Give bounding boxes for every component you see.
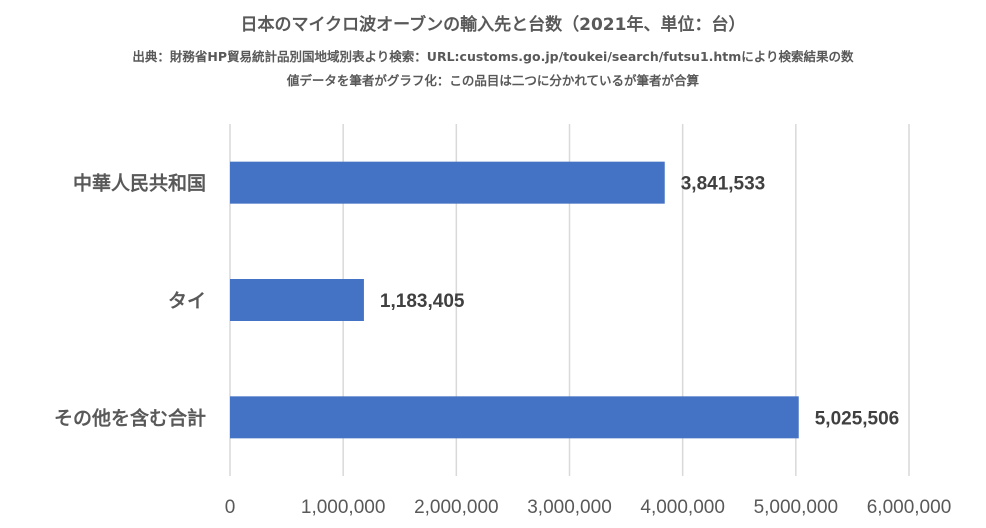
x-tick-label: 0 [225,497,236,518]
data-label: 1,183,405 [380,291,465,312]
bar [230,161,665,204]
data-label: 3,841,533 [681,174,766,195]
chart-subtitle-line1: 出典：財務省HP貿易統計品別国地域別表より検索：URL:customs.go.j… [132,49,854,64]
x-tick-label: 3,000,000 [527,497,612,518]
x-tick-label: 2,000,000 [414,497,499,518]
x-tick-label: 5,000,000 [754,497,839,518]
data-label: 5,025,506 [815,408,900,429]
x-tick-label: 1,000,000 [301,497,386,518]
category-label: タイ [168,290,206,312]
category-label: その他を含む合計 [54,406,206,429]
x-tick-label: 4,000,000 [640,497,725,518]
bar [230,396,799,439]
x-tick-label: 6,000,000 [867,497,952,518]
x-tick-labels: 0 1,000,000 2,000,000 3,000,000 4,000,000 5,0… [225,497,952,518]
bars [230,161,799,439]
chart-subtitle-line2: 値データを筆者がグラフ化：この品目は二つに分かれているが筆者が合算 [286,73,700,88]
value-labels: 3,841,533 1,183,405 5,025,506 [380,174,899,430]
chart-title: 日本のマイクロ波オーブンの輸入先と台数（2021年、単位：台） [240,15,746,35]
bar [230,279,364,321]
category-label: 中華人民共和国 [73,172,206,195]
